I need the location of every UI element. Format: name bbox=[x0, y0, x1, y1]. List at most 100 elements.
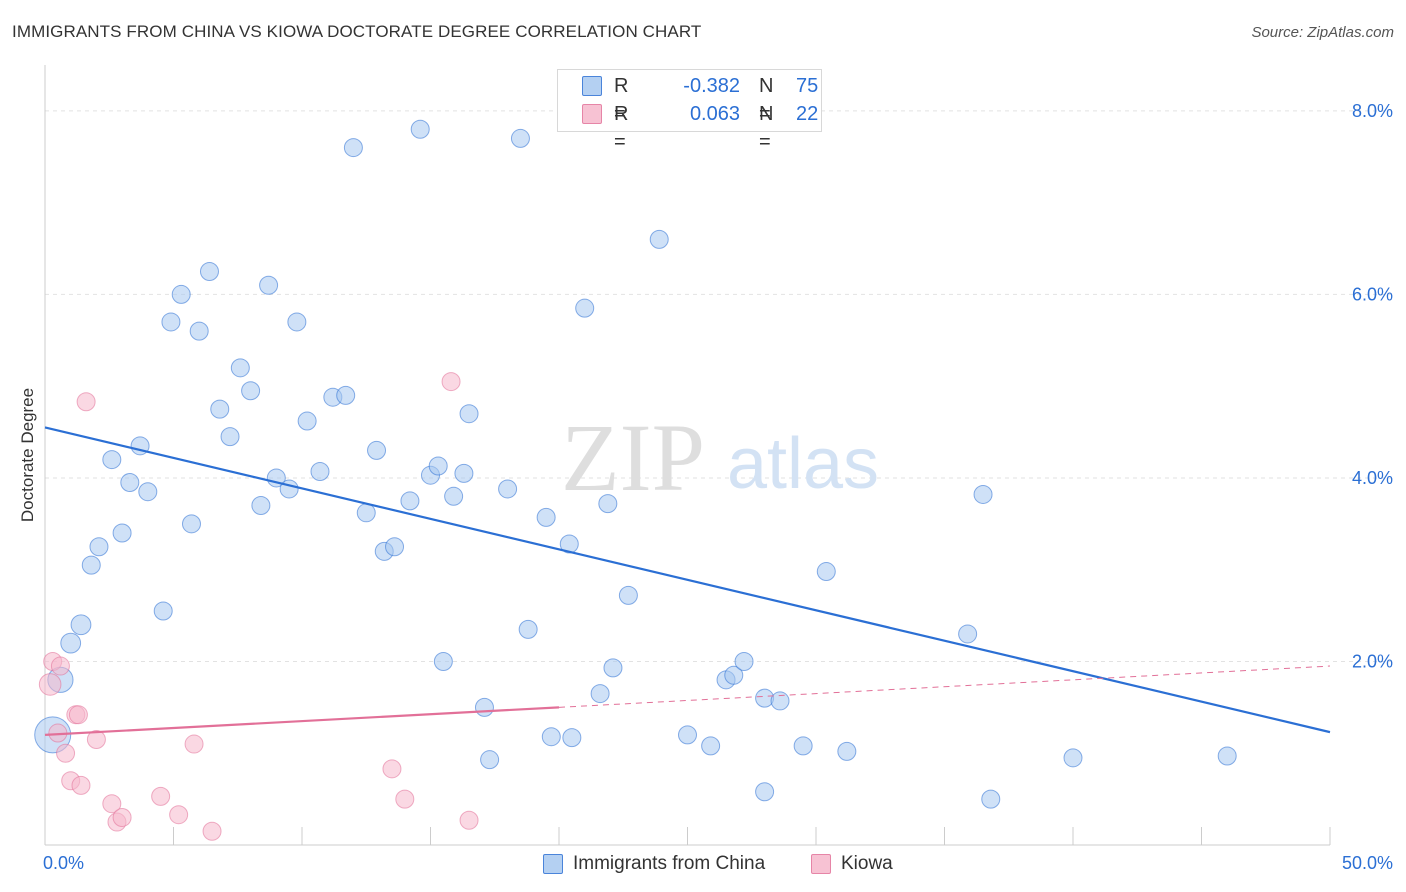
trend-lines bbox=[44, 426, 1331, 736]
kiowa-point bbox=[102, 794, 122, 814]
kiowa-point bbox=[56, 743, 76, 763]
china-point bbox=[444, 486, 464, 506]
china-point bbox=[559, 534, 579, 554]
watermark: ZIP atlas bbox=[561, 404, 879, 511]
china-point bbox=[161, 312, 181, 332]
china-point bbox=[112, 523, 132, 543]
kiowa-point bbox=[151, 786, 171, 806]
kiowa-point bbox=[50, 656, 70, 676]
legend-n-value: 22 bbox=[796, 103, 819, 125]
china-point bbox=[480, 750, 500, 770]
china-point bbox=[770, 691, 790, 711]
china-point bbox=[1217, 746, 1237, 766]
china-point bbox=[287, 312, 307, 332]
china-point bbox=[336, 385, 356, 405]
legend-r-value: -0.382 bbox=[683, 75, 740, 97]
china-point bbox=[562, 728, 582, 748]
china-point bbox=[734, 651, 754, 671]
watermark-zip: ZIP bbox=[561, 404, 705, 511]
legend-n-label: N = bbox=[759, 103, 774, 153]
legend-n-value: 75 bbox=[796, 75, 819, 97]
china-point bbox=[518, 619, 538, 639]
legend-r-label: R = bbox=[614, 75, 629, 125]
kiowa-point bbox=[86, 729, 106, 749]
watermark-atlas: atlas bbox=[727, 424, 879, 504]
china-point bbox=[755, 688, 775, 708]
china-point bbox=[153, 601, 173, 621]
china-point bbox=[102, 450, 122, 470]
y-tick-label: 2.0% bbox=[1352, 651, 1393, 671]
china-point bbox=[541, 727, 561, 747]
x-tick-label: 0.0% bbox=[43, 853, 84, 873]
source-label: Source: ZipAtlas.com bbox=[1251, 24, 1394, 41]
china-point bbox=[603, 658, 623, 678]
china-point bbox=[251, 495, 271, 515]
china-point bbox=[598, 494, 618, 514]
china-point bbox=[120, 473, 140, 493]
china-point bbox=[297, 411, 317, 431]
china-point bbox=[724, 665, 744, 685]
china-point bbox=[230, 358, 250, 378]
kiowa-trend-extension bbox=[558, 665, 1331, 708]
y-tick-label: 8.0% bbox=[1352, 101, 1393, 121]
china-point bbox=[400, 491, 420, 511]
china-point bbox=[181, 514, 201, 534]
china-point bbox=[310, 462, 330, 482]
china-point bbox=[837, 741, 857, 761]
bottom-legend-label-kiowa: Kiowa bbox=[841, 853, 893, 874]
china-point bbox=[498, 479, 518, 499]
china-point bbox=[171, 284, 191, 304]
china-point bbox=[210, 399, 230, 419]
kiowa-point bbox=[169, 805, 189, 825]
china-point bbox=[367, 440, 387, 460]
china-point bbox=[259, 275, 279, 295]
kiowa-point bbox=[382, 759, 402, 779]
china-point bbox=[793, 736, 813, 756]
china-point bbox=[536, 507, 556, 527]
china-point bbox=[433, 651, 453, 671]
kiowa-point bbox=[112, 807, 132, 827]
china-point bbox=[279, 479, 299, 499]
china-point bbox=[410, 119, 430, 139]
bottom-legend: Immigrants from China Kiowa bbox=[0, 852, 1406, 878]
china-point bbox=[343, 138, 363, 158]
china-point bbox=[89, 537, 109, 557]
china-point bbox=[575, 298, 595, 318]
data-points bbox=[34, 110, 1237, 841]
china-point bbox=[199, 261, 219, 281]
china-point bbox=[618, 585, 638, 605]
axis-labels: 2.0% 4.0% 6.0% 8.0% 0.0% 50.0% Doctorate Degre… bbox=[18, 101, 1393, 873]
legend-r-label: R = bbox=[614, 103, 629, 153]
legend-swatch-china bbox=[582, 76, 602, 96]
kiowa-trend-line bbox=[44, 706, 560, 736]
x-tick-label: 50.0% bbox=[1342, 853, 1393, 873]
bottom-legend-swatch-kiowa bbox=[811, 854, 831, 874]
kiowa-point bbox=[202, 821, 222, 841]
china-point bbox=[241, 381, 261, 401]
china-point bbox=[816, 562, 836, 582]
legend-n-label: N = bbox=[759, 75, 774, 125]
china-point bbox=[454, 463, 474, 483]
china-point bbox=[220, 427, 240, 447]
china-point bbox=[138, 482, 158, 502]
y-tick-label: 4.0% bbox=[1352, 468, 1393, 488]
kiowa-point bbox=[68, 705, 88, 725]
chart-title: IMMIGRANTS FROM CHINA VS KIOWA DOCTORATE… bbox=[12, 22, 702, 41]
bottom-legend-swatch-china bbox=[543, 854, 563, 874]
china-point bbox=[678, 725, 697, 745]
kiowa-point bbox=[459, 810, 479, 830]
china-point bbox=[356, 503, 376, 523]
bottom-legend-label-china: Immigrants from China bbox=[573, 853, 766, 874]
legend-r-value: 0.063 bbox=[689, 103, 740, 125]
axes bbox=[44, 65, 1331, 846]
china-point bbox=[981, 789, 1001, 809]
china-trend-line bbox=[44, 426, 1331, 734]
china-point bbox=[1063, 748, 1083, 768]
kiowa-point bbox=[38, 673, 62, 696]
china-point bbox=[60, 632, 82, 654]
china-point bbox=[474, 697, 494, 717]
china-point bbox=[70, 614, 92, 636]
kiowa-point bbox=[71, 775, 91, 795]
y-axis-title: Doctorate Degree bbox=[18, 388, 37, 522]
